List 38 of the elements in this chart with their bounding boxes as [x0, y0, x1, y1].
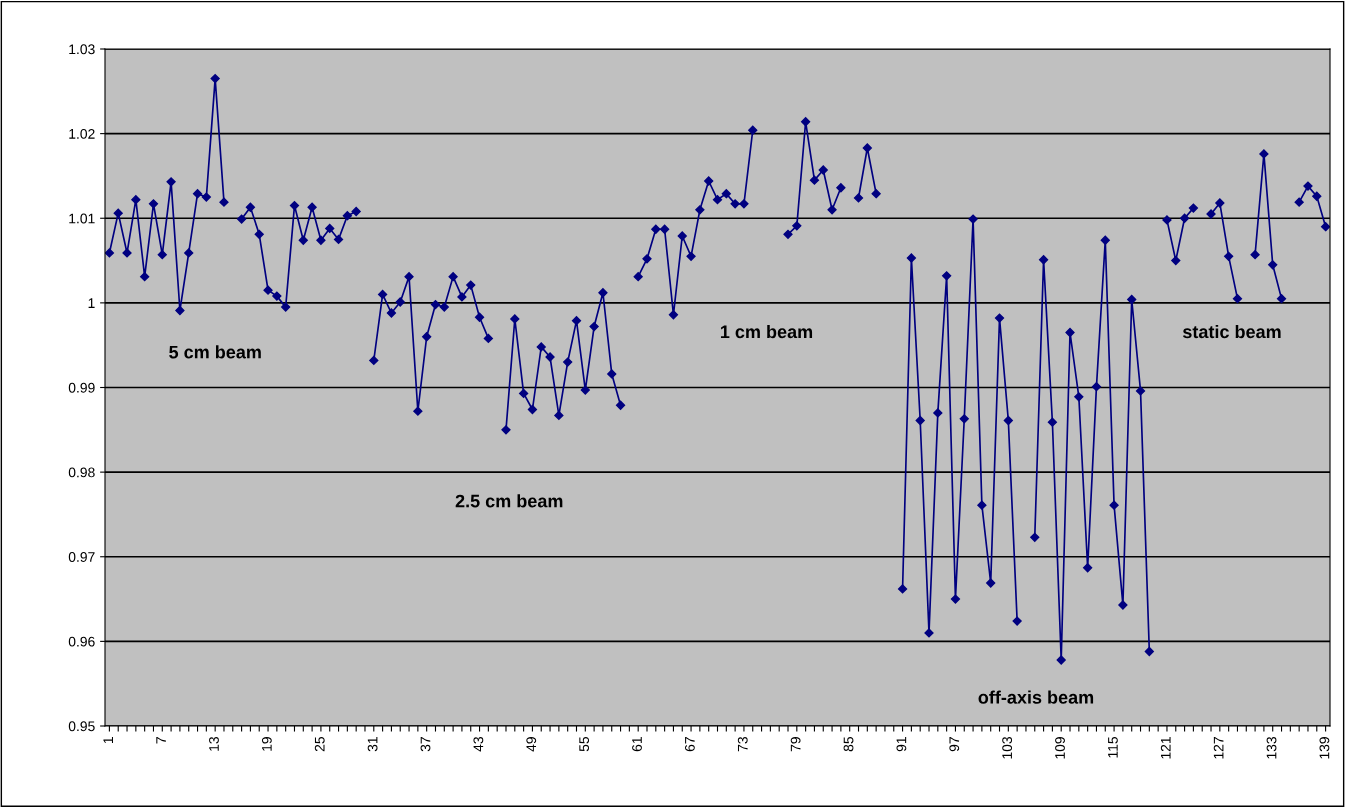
y-tick-label: 1 [88, 298, 95, 308]
x-tick-label: 25 [314, 737, 325, 752]
x-tick-label: 73 [737, 737, 748, 752]
x-tick-label: 13 [209, 737, 219, 751]
y-tick-label: 0.96 [68, 636, 95, 647]
y-tick-label: 1.03 [69, 44, 95, 55]
annotation: 2.5 cm beam [455, 494, 563, 508]
x-tick-label: 1 [103, 737, 113, 744]
x-tick-label: 115 [1108, 737, 1118, 758]
x-tick-label: 49 [526, 737, 537, 752]
annotation: off-axis beam [978, 690, 1094, 704]
x-tick-label: 67 [684, 737, 695, 752]
annotation: static beam [1182, 324, 1281, 339]
y-tick-label: 0.99 [68, 382, 95, 393]
x-tick-label: 85 [843, 737, 854, 752]
y-tick-label: 0.97 [68, 552, 95, 562]
x-tick-label: 91 [896, 737, 907, 752]
x-tick-label: 7 [156, 737, 166, 744]
x-tick-label: 109 [1055, 737, 1065, 759]
x-tick-label: 19 [261, 737, 272, 751]
x-tick-label: 97 [949, 737, 960, 752]
annotation: 1 cm beam [720, 324, 813, 339]
y-tick-label: 0.95 [68, 721, 95, 732]
x-tick-label: 31 [367, 737, 378, 752]
x-tick-label: 55 [579, 737, 590, 752]
y-tick-label: 1.01 [69, 213, 95, 224]
x-tick-label: 79 [790, 737, 801, 752]
x-tick-label: 61 [632, 737, 642, 752]
y-tick-label: 0.98 [68, 467, 95, 478]
x-tick-label: 37 [420, 737, 431, 752]
x-tick-label: 133 [1266, 737, 1277, 759]
x-tick-label: 127 [1213, 737, 1224, 759]
x-tick-label: 43 [473, 737, 484, 752]
x-tick-label: 121 [1160, 737, 1171, 759]
y-tick-label: 1.02 [69, 128, 95, 139]
x-tick-label: 103 [1002, 737, 1013, 759]
x-tick-label: 139 [1319, 737, 1330, 759]
annotation: 5 cm beam [169, 345, 261, 359]
